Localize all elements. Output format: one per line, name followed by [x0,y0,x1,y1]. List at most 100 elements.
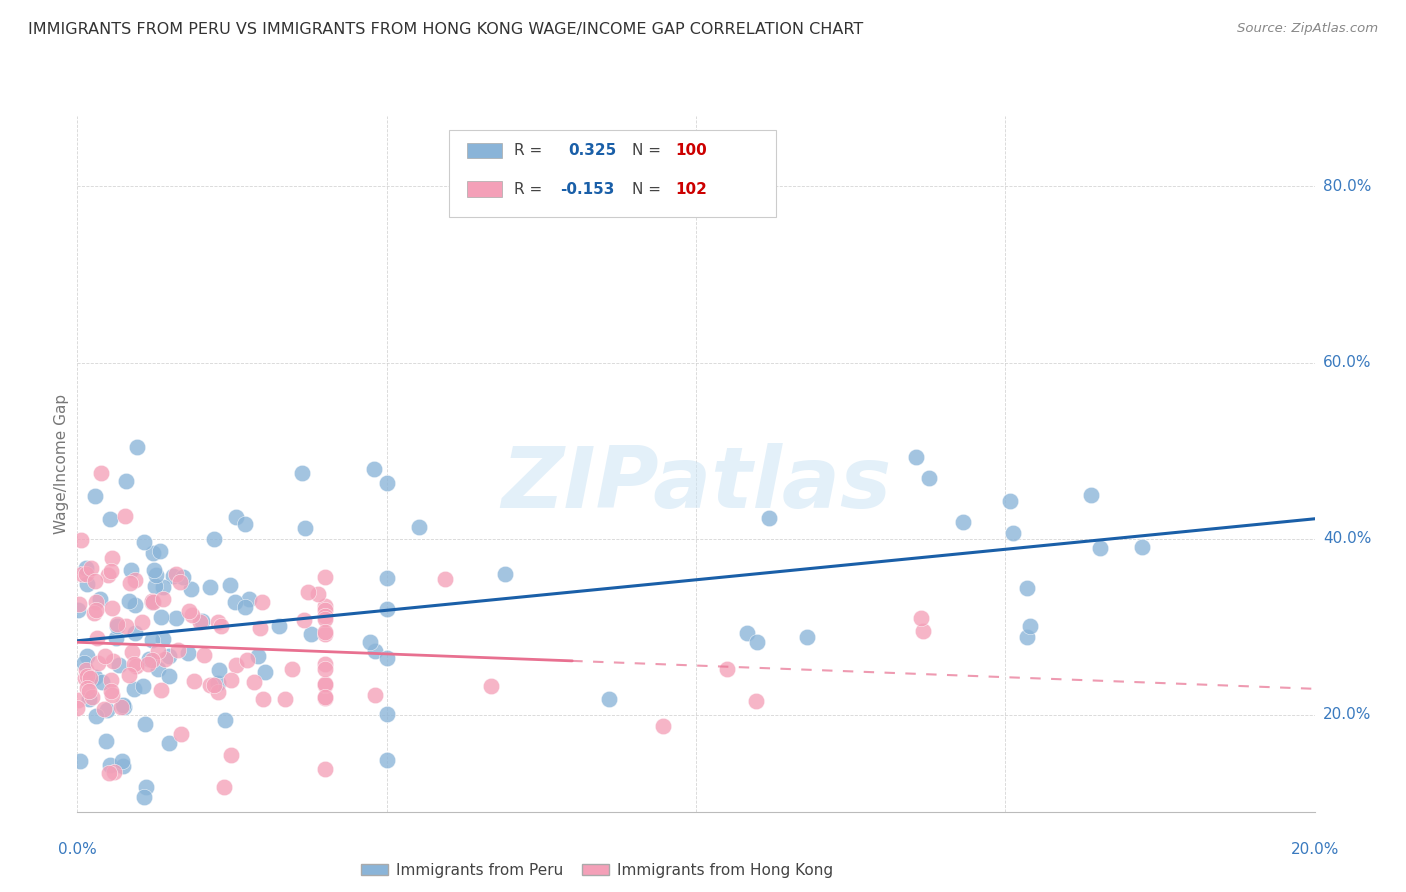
Point [84,574,107,589]
Point [1130,541,1153,555]
Point [169,574,191,589]
Point [122,682,145,697]
Point [73,656,96,670]
Point [143,579,166,593]
Point [134,717,156,731]
Point [101,689,124,703]
Text: N =: N = [631,144,665,158]
Point [364,644,387,658]
Point [100,564,122,578]
Point [125,440,148,454]
Point [267,618,290,632]
Point [225,510,247,524]
Point [219,577,242,591]
Point [152,580,174,594]
Point [408,520,430,534]
Point [120,564,142,578]
Point [125,659,148,673]
Point [157,669,180,683]
Point [172,570,194,584]
Point [83,606,105,620]
Point [145,568,167,582]
Point [86,656,108,670]
Point [375,602,398,616]
Point [716,662,738,676]
Text: 60.0%: 60.0% [1323,355,1371,370]
Point [101,550,124,565]
Point [236,653,259,667]
Point [143,563,166,577]
Point [66,701,89,715]
Point [76,649,98,664]
Point [100,683,122,698]
Point [69,754,91,768]
Point [132,789,155,804]
Point [157,648,180,663]
Point [905,450,928,464]
Point [141,653,163,667]
Point [76,669,98,683]
Point [314,599,336,614]
Point [1017,630,1039,644]
Point [273,692,295,706]
Point [314,570,336,584]
Point [84,595,107,609]
Point [84,670,107,684]
Text: 102: 102 [675,181,707,196]
Point [494,566,516,581]
Point [73,671,96,685]
Point [100,673,122,687]
Point [94,733,117,747]
Point [198,580,221,594]
Point [363,461,385,475]
Point [100,758,122,772]
Point [1090,541,1112,556]
Text: N =: N = [631,181,665,196]
Point [98,765,121,780]
Point [796,630,818,644]
Point [202,678,225,692]
Text: 40.0%: 40.0% [1323,532,1371,546]
Point [207,615,229,629]
Point [122,657,145,671]
Point [299,627,322,641]
Point [181,607,204,622]
Point [233,599,256,614]
FancyBboxPatch shape [467,143,502,159]
Point [105,631,128,645]
Text: R =: R = [515,181,547,196]
Point [152,592,174,607]
Point [135,780,157,794]
Point [170,727,193,741]
Point [375,476,398,491]
Point [1019,619,1042,633]
Point [481,679,503,693]
Text: R =: R = [515,144,553,158]
Point [118,668,141,682]
Point [90,466,112,480]
Point [291,466,314,480]
Point [314,690,336,705]
Text: 80.0%: 80.0% [1323,179,1371,194]
Point [375,707,398,722]
Point [598,692,620,706]
Point [202,533,225,547]
Point [224,595,246,609]
Point [86,631,108,645]
Point [250,594,273,608]
Point [375,753,398,767]
Point [314,661,336,675]
Point [745,635,768,649]
Text: 20.0%: 20.0% [1323,707,1371,723]
Point [80,560,103,574]
Point [745,694,768,708]
Point [221,673,243,687]
Legend: Immigrants from Peru, Immigrants from Hong Kong: Immigrants from Peru, Immigrants from Ho… [354,857,839,884]
Point [152,632,174,646]
Point [162,568,184,582]
Point [191,614,214,628]
Point [86,603,108,617]
Point [94,648,117,663]
Point [314,602,336,616]
Point [292,614,315,628]
